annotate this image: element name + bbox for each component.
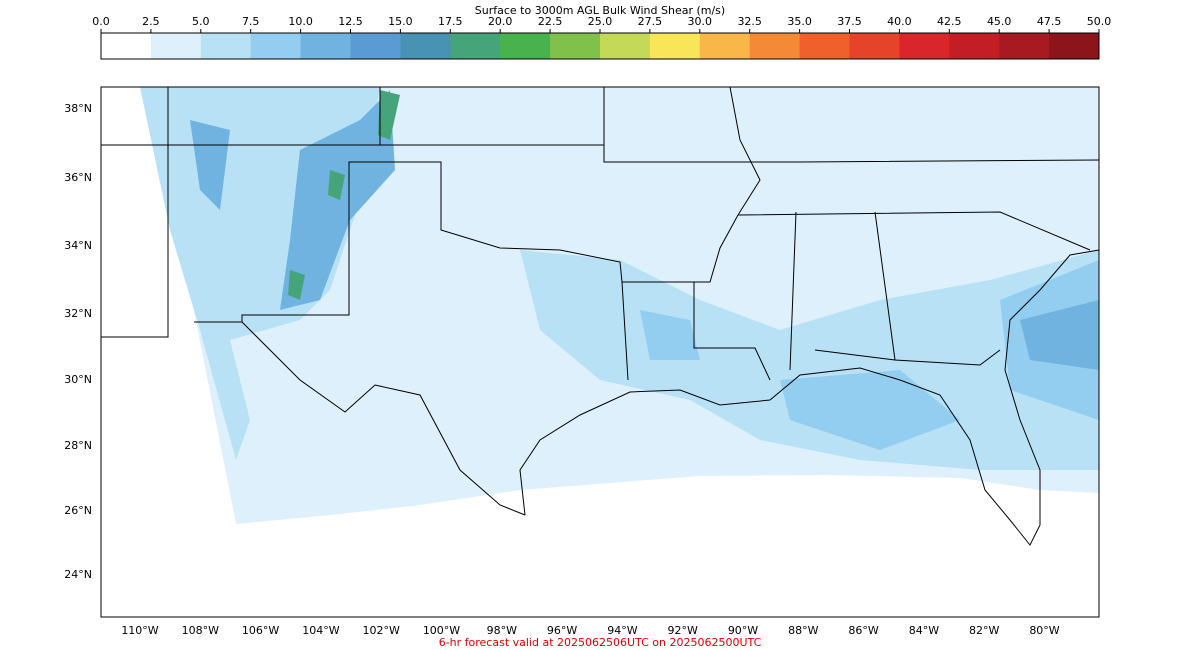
lat-label: 32°N	[64, 307, 92, 320]
lon-label: 92°W	[668, 624, 698, 637]
colorbar-bin	[749, 33, 801, 59]
colorbar-bin	[949, 33, 1000, 59]
colorbar-bin	[899, 33, 950, 59]
colorbar-tick-label: 2.5	[142, 15, 160, 28]
colorbar-tick-label: 50.0	[1087, 15, 1112, 28]
colorbar-tick-label: 30.0	[688, 15, 713, 28]
lat-label: 28°N	[64, 439, 92, 452]
colorbar-tick-label: 47.5	[1037, 15, 1062, 28]
lon-label: 90°W	[728, 624, 758, 637]
colorbar-tick-label: 40.0	[887, 15, 912, 28]
colorbar-bin	[550, 33, 601, 59]
lon-label: 88°W	[788, 624, 818, 637]
colorbar-tick-label: 15.0	[388, 15, 413, 28]
colorbar-tick-label: 7.5	[242, 15, 260, 28]
colorbar-bin	[649, 33, 701, 59]
map-labels: 38°N 36°N 34°N 32°N 30°N 28°N 26°N 24°N 110°W 108…	[64, 102, 1060, 637]
colorbar-bin	[250, 33, 302, 59]
colorbar-bin	[1049, 33, 1100, 59]
lon-label: 102°W	[363, 624, 400, 637]
lat-label: 36°N	[64, 171, 92, 184]
lon-label: 86°W	[848, 624, 878, 637]
colorbar-bin	[799, 33, 850, 59]
lon-label: 110°W	[121, 624, 158, 637]
footer: 6-hr forecast valid at 2025062506UTC on …	[439, 636, 762, 649]
colorbar-bin	[300, 33, 351, 59]
shear-field	[288, 90, 400, 300]
colorbar-tick-label: 5.0	[192, 15, 210, 28]
colorbar-tick-label: 0.0	[92, 15, 110, 28]
lat-label: 24°N	[64, 568, 92, 581]
lon-label: 106°W	[242, 624, 279, 637]
colorbar-tick-label: 10.0	[288, 15, 313, 28]
colorbar-bin	[600, 33, 651, 59]
colorbar-bin	[999, 33, 1050, 59]
lon-label: 98°W	[487, 624, 517, 637]
colorbar-bin	[350, 33, 401, 59]
colorbar-bin	[400, 33, 451, 59]
colorbar-bin	[450, 33, 501, 59]
coastline	[519, 249, 1100, 546]
colorbar-tick-label: 12.5	[338, 15, 363, 28]
lon-label: 100°W	[423, 624, 460, 637]
lon-label: 82°W	[969, 624, 999, 637]
lat-label: 26°N	[64, 504, 92, 517]
colorbar-tick-label: 17.5	[438, 15, 463, 28]
colorbar-tick-label: 27.5	[638, 15, 663, 28]
state-borders	[101, 86, 1100, 516]
colorbar: 0.0 2.5 5.0 7.5 10.0 12.5 15.0 17.5 20.0 22.5 25.0…	[92, 15, 1112, 60]
colorbar-bin	[849, 33, 900, 59]
colorbar-bin	[101, 33, 152, 59]
colorbar-tick-label: 37.5	[837, 15, 862, 28]
map	[100, 86, 1100, 618]
colorbar-bin	[500, 33, 551, 59]
colorbar-bin	[150, 33, 202, 59]
colorbar-bin	[699, 33, 751, 59]
lon-label: 104°W	[302, 624, 339, 637]
lon-label: 80°W	[1029, 624, 1059, 637]
lat-label: 34°N	[64, 239, 92, 252]
colorbar-bin	[200, 33, 252, 59]
colorbar-tick-label: 20.0	[488, 15, 513, 28]
colorbar-title: Surface to 3000m AGL Bulk Wind Shear (m/…	[475, 4, 725, 17]
map-frame	[100, 86, 1100, 618]
colorbar-tick-label: 35.0	[787, 15, 812, 28]
colorbar-tick-label: 22.5	[538, 15, 563, 28]
colorbar-tick-label: 42.5	[937, 15, 962, 28]
colorbar-tick-label: 25.0	[588, 15, 613, 28]
lon-label: 84°W	[909, 624, 939, 637]
lon-label: 108°W	[182, 624, 219, 637]
shear-field	[520, 250, 1099, 470]
lon-label: 94°W	[607, 624, 637, 637]
colorbar-tick-label: 32.5	[737, 15, 762, 28]
lat-label: 38°N	[64, 102, 92, 115]
lat-label: 30°N	[64, 373, 92, 386]
lon-label: 96°W	[547, 624, 577, 637]
colorbar-tick-label: 45.0	[987, 15, 1012, 28]
shear-field	[640, 260, 1099, 450]
